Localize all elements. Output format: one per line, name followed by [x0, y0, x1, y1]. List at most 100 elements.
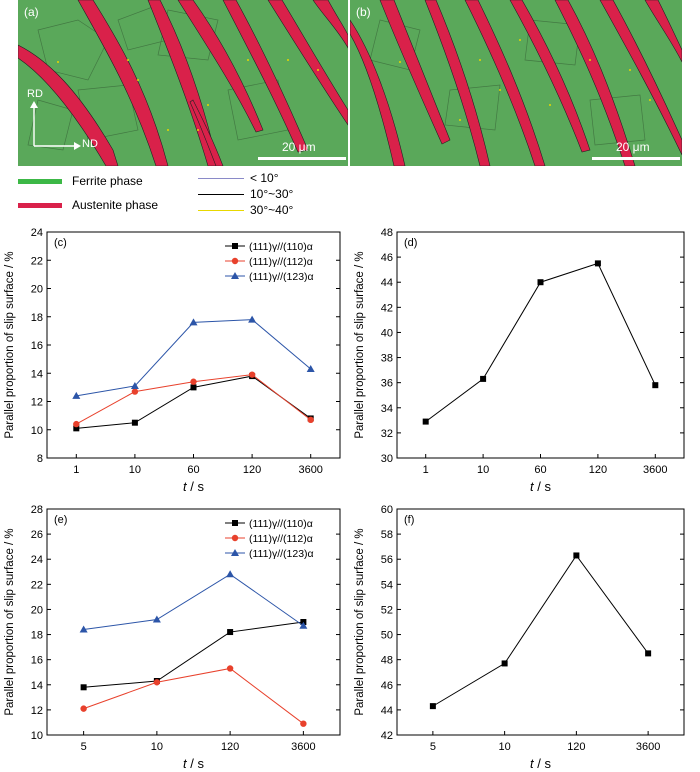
- y-tick-label: 16: [31, 655, 43, 667]
- y-tick-label: 42: [381, 730, 393, 742]
- data-point: [80, 705, 87, 712]
- y-axis-label: Parallel proportion of slip surface / %: [4, 251, 16, 438]
- panel-label: (e): [54, 514, 67, 526]
- y-tick-label: 10: [31, 425, 43, 437]
- data-point: [153, 679, 161, 686]
- data-point: [429, 703, 436, 710]
- x-tick-label: 120: [221, 741, 239, 753]
- y-tick-label: 12: [31, 705, 43, 717]
- y-axis-label: Parallel proportion of slip surface / %: [4, 528, 16, 715]
- y-axis-label: Parallel proportion of slip surface / %: [354, 251, 366, 438]
- legend-marker: [232, 243, 238, 249]
- y-tick-label: 30: [381, 453, 393, 465]
- y-tick-label: 58: [381, 529, 393, 541]
- scalebar-b-label: 20 μm: [616, 140, 650, 154]
- y-tick-label: 14: [31, 368, 43, 380]
- data-point: [226, 570, 235, 578]
- legend-marker: [231, 272, 239, 279]
- micrograph-a-image: [18, 0, 348, 166]
- x-axis-label: t / s: [183, 479, 204, 494]
- data-point: [501, 660, 508, 667]
- y-tick-label: 56: [381, 554, 393, 566]
- y-tick-label: 8: [37, 453, 43, 465]
- x-tick-label: 1: [423, 464, 429, 476]
- legend-label: (111)γ//(123)α: [249, 548, 314, 560]
- scalebar-b-line: [592, 157, 680, 160]
- y-tick-label: 10: [31, 730, 43, 742]
- data-point: [299, 621, 308, 629]
- series-line-0: [432, 554, 649, 707]
- y-tick-label: 48: [381, 655, 393, 667]
- chart-c: (c) 8 10 12 14 16 18 20 22 24 1 10 60 120 3600 t / s Par…: [4, 227, 341, 494]
- series-line-0: [83, 621, 304, 688]
- y-tick-label: 22: [31, 579, 43, 591]
- x-tick-label: 5: [430, 741, 436, 753]
- y-tick-label: 60: [381, 504, 393, 516]
- boundary-high-swatch: [198, 210, 244, 211]
- data-point: [152, 615, 161, 623]
- legend-label: (111)γ//(112)α: [249, 533, 313, 545]
- data-point: [306, 365, 315, 373]
- panel-label: (c): [54, 237, 67, 249]
- legend-label: (111)γ//(112)α: [249, 256, 313, 268]
- x-axis-label: t / s: [183, 756, 204, 771]
- scalebar-a-label: 20 μm: [282, 140, 316, 154]
- y-tick-label: 16: [31, 340, 43, 352]
- scalebar-a-line: [258, 157, 346, 160]
- ferrite-swatch: [18, 179, 62, 184]
- legend-marker: [231, 549, 239, 556]
- data-point: [226, 665, 234, 672]
- micrograph-b: (b) 20 μm: [350, 0, 682, 166]
- y-tick-label: 20: [31, 284, 43, 296]
- x-tick-label: 10: [477, 464, 489, 476]
- data-point: [73, 425, 80, 432]
- y-tick-label: 44: [381, 277, 393, 289]
- y-tick-label: 52: [381, 604, 393, 616]
- series-line-1: [83, 667, 304, 725]
- x-tick-label: 3600: [291, 741, 315, 753]
- micrograph-b-label: (b): [356, 5, 371, 19]
- nd-label: ND: [82, 138, 98, 150]
- data-point: [645, 650, 652, 657]
- x-tick-label: 1: [73, 464, 79, 476]
- data-point: [573, 552, 580, 559]
- x-tick-label: 60: [534, 464, 546, 476]
- data-point: [190, 384, 197, 391]
- data-point: [652, 382, 659, 389]
- data-point: [73, 420, 80, 428]
- data-point: [130, 381, 139, 389]
- data-point: [422, 418, 429, 425]
- micrograph-a-label: (a): [24, 5, 39, 19]
- y-tick-label: 28: [31, 504, 43, 516]
- data-point: [307, 416, 314, 424]
- y-tick-label: 54: [381, 579, 393, 591]
- data-point: [189, 318, 198, 326]
- legend-marker: [231, 257, 239, 265]
- y-tick-label: 22: [31, 255, 43, 267]
- data-point: [131, 419, 138, 426]
- x-tick-label: 10: [129, 464, 141, 476]
- legend-label: (111)γ//(110)α: [249, 518, 313, 530]
- data-point: [300, 720, 307, 727]
- data-point: [248, 371, 256, 378]
- legend-marker: [232, 520, 238, 526]
- x-tick-label: 120: [589, 464, 607, 476]
- y-axis-label: Parallel proportion of slip surface / %: [354, 528, 366, 715]
- y-tick-label: 38: [381, 353, 393, 365]
- x-tick-label: 5: [81, 741, 87, 753]
- x-tick-label: 3600: [636, 741, 660, 753]
- data-point: [537, 279, 544, 286]
- austenite-label: Austenite phase: [72, 198, 159, 212]
- y-tick-label: 48: [381, 227, 393, 239]
- series-line-0: [425, 262, 656, 422]
- x-tick-label: 10: [499, 741, 511, 753]
- y-tick-label: 24: [31, 554, 43, 566]
- data-point: [72, 391, 81, 399]
- data-point: [594, 260, 601, 267]
- data-point: [79, 625, 88, 633]
- austenite-swatch: [18, 203, 62, 208]
- plot-frame: [396, 508, 685, 736]
- legend-label: (111)γ//(110)α: [249, 241, 313, 253]
- ferrite-label: Ferrite phase: [72, 174, 143, 188]
